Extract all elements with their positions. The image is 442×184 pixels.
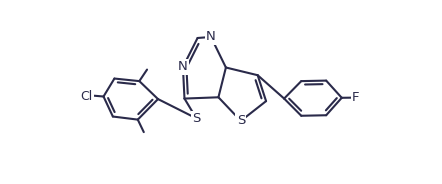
Text: S: S xyxy=(192,112,201,125)
Text: N: N xyxy=(206,31,216,43)
Text: N: N xyxy=(178,61,188,73)
Text: Cl: Cl xyxy=(80,90,92,103)
Text: F: F xyxy=(352,91,359,104)
Text: S: S xyxy=(236,114,245,127)
